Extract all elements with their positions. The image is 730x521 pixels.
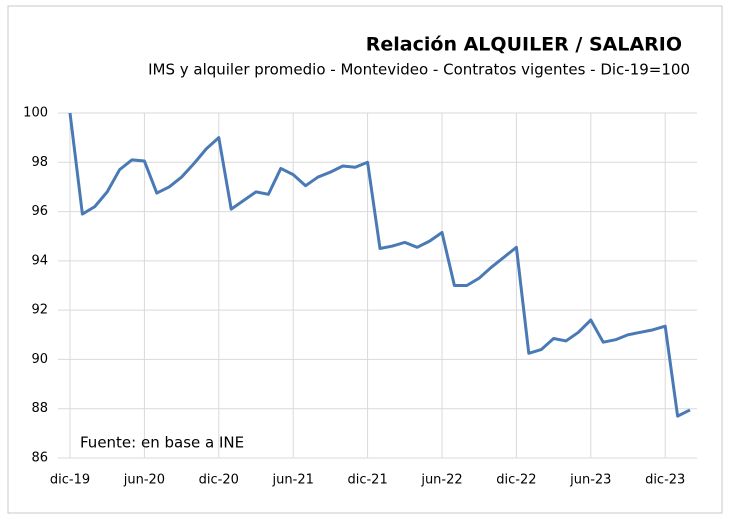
annotation: Fuente: en base a INE [80, 434, 244, 452]
y-tick-label: 96 [31, 204, 48, 219]
x-tick-label: dic-23 [645, 473, 685, 488]
x-tick-label: jun-20 [123, 473, 165, 488]
x-tick-label: dic-21 [347, 473, 387, 488]
chart-title: Relación ALQUILER / SALARIO [366, 34, 682, 56]
y-tick-label: 94 [31, 253, 48, 268]
y-tick-label: 90 [31, 352, 48, 367]
x-tick-label: dic-22 [496, 473, 536, 488]
y-tick-label: 86 [31, 451, 48, 466]
y-tick-label: 92 [31, 303, 48, 318]
y-tick-label: 100 [23, 106, 48, 121]
x-tick-label: dic-20 [199, 473, 239, 488]
x-tick-label: jun-23 [569, 473, 611, 488]
y-tick-label: 88 [31, 401, 48, 416]
chart-border [7, 5, 723, 514]
x-tick-label: dic-19 [50, 473, 90, 488]
line-series [68, 112, 691, 418]
chart-subtitle: IMS y alquiler promedio - Montevideo - C… [148, 61, 690, 79]
y-tick-label: 98 [31, 155, 48, 170]
x-tick-label: jun-22 [420, 473, 462, 488]
x-tick-label: jun-21 [272, 473, 314, 488]
